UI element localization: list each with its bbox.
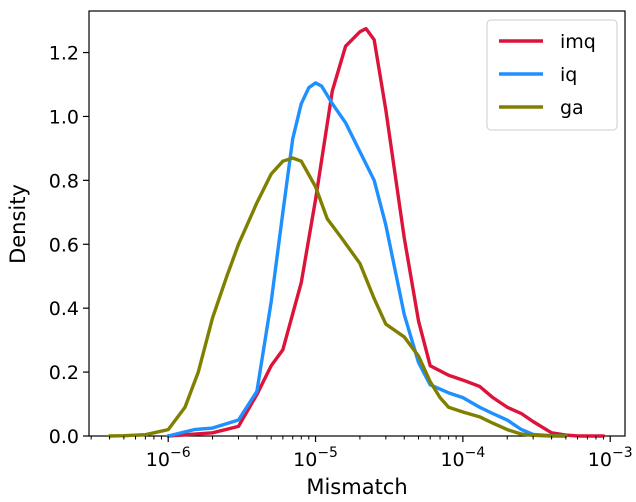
y-axis-label: Density xyxy=(6,184,30,264)
legend-label-iq: iq xyxy=(560,64,577,86)
y-tick-label: 0.8 xyxy=(49,170,79,192)
x-tick-label: 10−3 xyxy=(588,445,633,471)
legend-box xyxy=(486,19,618,131)
x-axis-label: Mismatch xyxy=(306,475,407,499)
x-tick-label: 10−5 xyxy=(293,445,338,471)
y-tick-label: 0.0 xyxy=(49,426,79,448)
series-line-iq xyxy=(166,81,568,438)
legend-label-imq: imq xyxy=(560,31,596,53)
series-line-ga xyxy=(107,156,568,438)
x-tick-label: 10−6 xyxy=(146,445,191,471)
y-tick-label: 0.4 xyxy=(49,298,79,320)
series-layer xyxy=(107,26,606,438)
x-tick-label: 10−4 xyxy=(440,445,485,471)
y-tick-label: 1.2 xyxy=(49,43,79,65)
legend: imq iq ga xyxy=(486,19,618,131)
y-tick-label: 0.2 xyxy=(49,362,79,384)
axes-frame xyxy=(88,10,626,437)
plot-area: 0.0 0.2 0.4 0.6 0.8 1.0 1.2 10−6 10−5 10−4 10−3 imq… xyxy=(49,10,633,471)
y-tick-label: 1.0 xyxy=(49,106,79,128)
y-tick-label: 0.6 xyxy=(49,234,79,256)
series-line-imq xyxy=(166,26,606,438)
legend-label-ga: ga xyxy=(560,97,584,119)
